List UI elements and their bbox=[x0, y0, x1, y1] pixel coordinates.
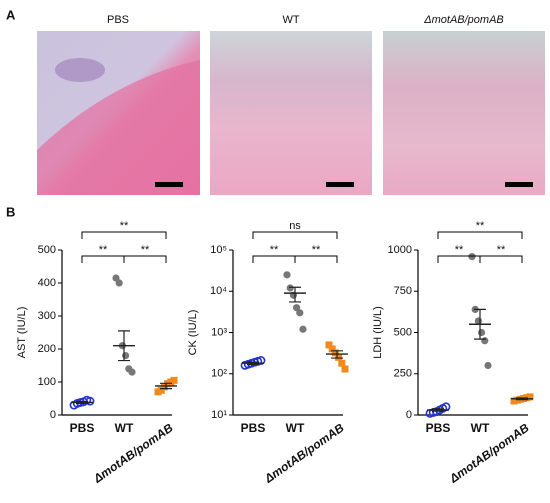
data-point bbox=[293, 304, 301, 312]
x-tick-label: PBS bbox=[70, 421, 95, 435]
data-point bbox=[526, 393, 534, 401]
y-tick-label: 10¹ bbox=[211, 409, 227, 421]
data-point bbox=[474, 317, 482, 325]
image-title: ΔmotAB/pomAB bbox=[423, 14, 504, 26]
sem-bar bbox=[118, 330, 130, 362]
histology-image bbox=[210, 31, 372, 195]
significance-bracket bbox=[252, 255, 296, 263]
panel-label: B bbox=[6, 204, 15, 219]
significance-label: ns bbox=[289, 220, 301, 232]
significance-label: ** bbox=[120, 220, 129, 232]
data-point bbox=[341, 365, 349, 373]
image-title: WT bbox=[282, 14, 299, 26]
y-tick-label: 500 bbox=[394, 326, 412, 338]
y-axis-label: AST (IU/L) bbox=[16, 307, 28, 359]
data-point bbox=[481, 337, 489, 345]
panel-label: A bbox=[6, 7, 16, 22]
sem-bar bbox=[76, 400, 88, 405]
y-tick-label: 10⁵ bbox=[210, 244, 227, 256]
significance-bracket bbox=[123, 255, 167, 263]
data-point bbox=[335, 353, 343, 361]
sem-bar bbox=[516, 397, 528, 401]
significance-label: ** bbox=[497, 244, 506, 256]
scale-bar bbox=[155, 182, 183, 187]
sem-bar bbox=[331, 350, 343, 359]
x-tick-label: PBS bbox=[426, 421, 451, 435]
data-point bbox=[328, 345, 336, 353]
sem-bar bbox=[289, 286, 301, 303]
data-point bbox=[325, 341, 333, 349]
x-tick-label: PBS bbox=[241, 421, 266, 435]
data-point bbox=[468, 253, 476, 261]
significance-bracket bbox=[294, 255, 338, 263]
data-point bbox=[286, 284, 294, 292]
data-point bbox=[170, 376, 178, 384]
scale-bar bbox=[505, 182, 533, 187]
y-tick-label: 1000 bbox=[388, 244, 412, 256]
image-title: PBS bbox=[107, 14, 129, 26]
data-point bbox=[484, 361, 492, 370]
histology-image bbox=[383, 31, 545, 195]
significance-bracket bbox=[252, 231, 338, 239]
significance-label: ** bbox=[270, 244, 279, 256]
y-tick-label: 0 bbox=[50, 409, 56, 421]
data-point bbox=[331, 349, 339, 357]
y-tick-label: 500 bbox=[38, 244, 56, 256]
y-tick-label: 10³ bbox=[211, 326, 227, 338]
significance-label: ** bbox=[455, 244, 464, 256]
scale-bar bbox=[326, 182, 354, 187]
y-tick-label: 100 bbox=[38, 376, 56, 388]
sem-bar bbox=[160, 382, 172, 390]
sem-bar bbox=[474, 308, 486, 340]
data-point bbox=[296, 309, 304, 317]
y-tick-label: 300 bbox=[38, 310, 56, 322]
significance-label: ** bbox=[141, 244, 150, 256]
y-tick-label: 400 bbox=[38, 277, 56, 289]
y-tick-label: 250 bbox=[394, 368, 412, 380]
significance-bracket bbox=[81, 255, 125, 263]
y-tick-label: 200 bbox=[38, 343, 56, 355]
significance-bracket bbox=[479, 255, 523, 263]
significance-bracket bbox=[81, 231, 167, 239]
data-point bbox=[122, 352, 130, 360]
y-tick-label: 10² bbox=[211, 368, 227, 380]
y-tick-label: 750 bbox=[394, 285, 412, 297]
muscle-tissue bbox=[37, 60, 200, 195]
data-point bbox=[338, 359, 346, 367]
data-point bbox=[283, 271, 291, 279]
significance-label: ** bbox=[476, 220, 485, 232]
y-axis-label: CK (IU/L) bbox=[187, 310, 199, 356]
cells bbox=[55, 58, 105, 82]
data-point bbox=[478, 328, 486, 337]
sem-bar bbox=[432, 408, 444, 412]
y-tick-label: 0 bbox=[406, 409, 412, 421]
x-tick-label: WT bbox=[115, 421, 134, 435]
y-axis-label: LDH (IU/L) bbox=[372, 306, 384, 359]
significance-label: ** bbox=[99, 244, 108, 256]
data-point bbox=[256, 356, 266, 365]
x-tick-label: WT bbox=[286, 421, 305, 435]
significance-label: ** bbox=[312, 244, 321, 256]
data-point bbox=[115, 279, 123, 287]
data-point bbox=[128, 368, 136, 376]
significance-bracket bbox=[437, 231, 523, 239]
y-tick-label: 10⁴ bbox=[210, 285, 227, 297]
sem-bar bbox=[247, 361, 259, 366]
data-point bbox=[299, 325, 307, 333]
x-tick-label: WT bbox=[471, 421, 490, 435]
